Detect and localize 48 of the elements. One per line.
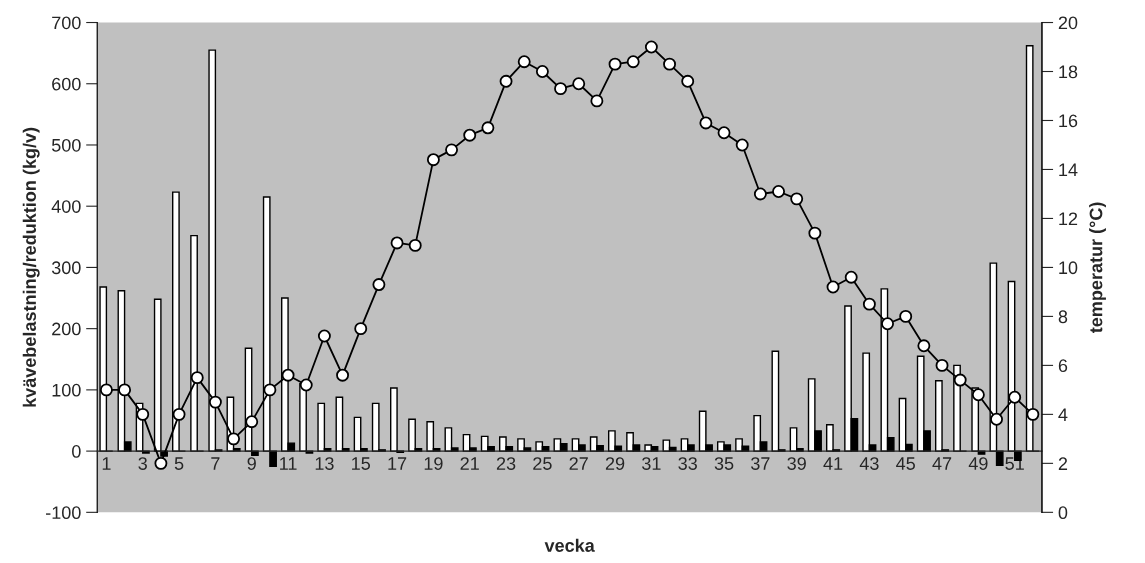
y-tick-label: 100 [52,383,81,397]
x-tick-label: 17 [388,457,407,470]
y-tick-label: 300 [51,261,81,275]
x-tick-label: 47 [932,457,952,470]
x-tick-label: 5 [174,457,184,470]
y2-tick-label: 14 [1059,163,1078,177]
y-tick-label: 200 [52,322,81,336]
x-tick-label: 21 [460,457,479,470]
x-tick-label: 31 [642,457,661,470]
x-tick-label: 7 [211,457,220,470]
x-tick-label: 27 [569,457,588,470]
x-tick-label: 9 [247,457,256,470]
x-tick-label: 37 [751,457,770,470]
x-tick-label: 25 [533,457,552,470]
x-axis-title: vecka [544,538,595,552]
x-tick-label: 19 [424,457,443,470]
x-tick-label: 43 [859,457,879,470]
y-tick-label: -100 [46,506,81,520]
y2-tick-label: 2 [1058,457,1068,470]
x-tick-label: 29 [605,457,625,470]
x-tick-label: 35 [714,457,734,470]
x-tick-label: 49 [968,457,988,470]
y2-tick-label: 12 [1059,212,1078,225]
x-tick-label: 33 [678,457,697,470]
y-axis-title: kvävebelastning/reduktion (kg/v) [22,127,40,407]
x-tick-label: 39 [787,457,806,470]
y-tick-label: 400 [51,200,81,213]
x-tick-label: 41 [823,457,843,470]
y2-tick-label: 8 [1058,310,1068,324]
x-tick-label: 11 [280,457,297,470]
y2-tick-label: 10 [1059,261,1078,275]
y2-tick-label: 4 [1058,408,1068,421]
y-tick-label: 0 [72,445,81,458]
y2-tick-label: 20 [1058,16,1078,30]
y-tick-label: 500 [51,138,81,152]
y-tick-label: 600 [52,77,81,91]
x-tick-label: 13 [315,457,334,470]
x-tick-label: 1 [102,457,111,470]
x-tick-label: 23 [496,457,516,470]
y2-tick-label: 6 [1058,359,1068,373]
y-tick-label: 700 [52,16,81,30]
x-tick-label: 3 [138,457,147,470]
y2-tick-label: 16 [1059,114,1078,128]
y2-tick-label: 18 [1059,65,1078,79]
y2-tick-label: 0 [1058,506,1068,520]
x-tick-label: 45 [896,457,915,470]
x-tick-label: 15 [352,457,371,470]
y2-axis-title: temperatur (°C) [1089,202,1106,334]
